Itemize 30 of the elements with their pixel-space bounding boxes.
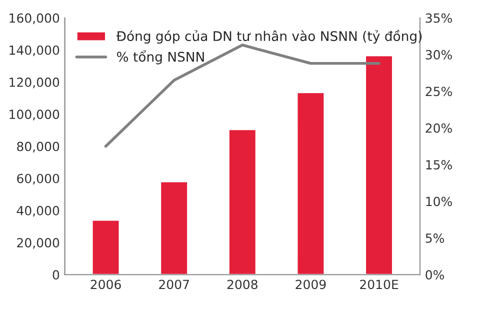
bar bbox=[228, 128, 257, 275]
y2-tick-label: 15% bbox=[426, 160, 452, 170]
x-tick-label: 2006 bbox=[90, 280, 121, 290]
y-tick-label: 40,000 bbox=[16, 206, 60, 217]
y-tick-label: 0 bbox=[52, 270, 60, 280]
y-tick-label: 20,000 bbox=[17, 238, 60, 249]
y2-tick-label: 5% bbox=[426, 233, 444, 243]
y-tick-label: 80,000 bbox=[17, 142, 60, 152]
y2-tick-label: 20% bbox=[426, 123, 452, 133]
bar bbox=[91, 219, 120, 275]
x-tick-label: 2008 bbox=[227, 280, 258, 290]
x-tick-label: 2009 bbox=[296, 280, 326, 290]
x-tick-label: 2010E bbox=[360, 280, 398, 290]
y-tick-label: 100,000 bbox=[10, 110, 60, 120]
bar bbox=[296, 92, 326, 275]
y2-tick-label: 30% bbox=[426, 50, 452, 60]
legend-label: % tổng NSNN bbox=[116, 50, 204, 64]
y2-tick-label: 25% bbox=[426, 86, 452, 96]
y-tick-label: 160,000 bbox=[10, 13, 60, 24]
bar bbox=[364, 54, 394, 275]
y2-tick-label: 10% bbox=[426, 196, 452, 206]
legend-label: Đóng góp của DN tư nhân vào NSNN (tỷ đồng) bbox=[116, 30, 422, 44]
line-series bbox=[104, 44, 380, 148]
x-tick-label: 2007 bbox=[159, 280, 189, 290]
y2-tick-label: 0% bbox=[426, 270, 444, 280]
y-tick-label: 140,000 bbox=[10, 45, 60, 56]
y-tick-label: 120,000 bbox=[10, 78, 60, 88]
y-tick-label: 60,000 bbox=[17, 174, 60, 185]
y2-tick-label: 35% bbox=[426, 13, 452, 23]
bar bbox=[160, 180, 188, 275]
